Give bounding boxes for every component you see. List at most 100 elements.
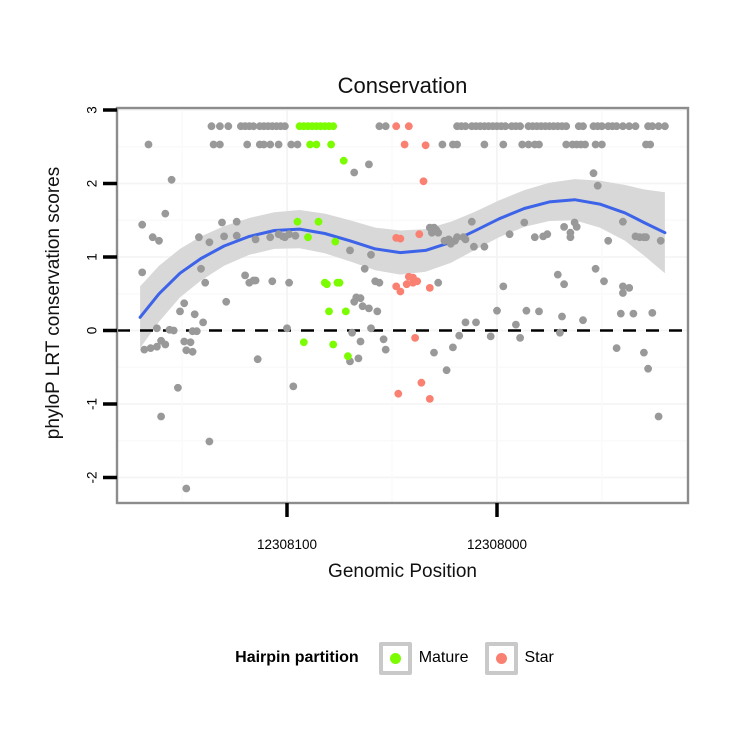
point-other	[593, 181, 602, 190]
point-star	[400, 140, 409, 149]
point-star	[425, 284, 434, 292]
y-tick-m1: -1	[85, 398, 100, 410]
point-other	[598, 122, 606, 131]
point-other	[562, 122, 571, 131]
point-other	[612, 344, 621, 352]
point-other	[367, 250, 375, 259]
point-other	[188, 347, 197, 356]
point-mature	[331, 237, 340, 246]
point-other	[558, 312, 566, 321]
point-other	[461, 122, 470, 131]
point-other	[522, 306, 531, 315]
point-other	[625, 122, 634, 131]
point-other	[232, 217, 241, 226]
smooth-confidence-ribbon	[140, 179, 665, 349]
point-other	[153, 324, 161, 333]
point-other	[289, 382, 298, 391]
point-other	[442, 366, 451, 375]
point-other	[619, 282, 627, 291]
point-other	[161, 209, 170, 218]
point-other	[516, 122, 524, 131]
point-other	[579, 316, 587, 325]
y-tick-m2: -2	[85, 471, 100, 483]
point-other	[654, 122, 663, 131]
point-other	[631, 122, 640, 131]
y-tick-2: 2	[85, 180, 100, 188]
point-other	[648, 122, 657, 131]
point-other	[241, 271, 250, 280]
point-other	[140, 345, 149, 354]
point-other	[446, 239, 455, 248]
point-star	[394, 389, 403, 398]
point-mature	[306, 140, 314, 149]
point-other	[434, 228, 443, 237]
legend-key-mature	[378, 641, 412, 675]
point-other	[560, 223, 568, 231]
point-other	[356, 337, 365, 346]
point-mature	[314, 217, 323, 226]
point-other	[146, 344, 155, 352]
point-other	[604, 236, 613, 245]
point-other	[169, 326, 178, 335]
point-other	[266, 140, 275, 149]
legend-label-star: Star	[524, 649, 554, 666]
point-other	[180, 337, 189, 346]
point-other	[180, 299, 189, 308]
point-mature	[341, 307, 350, 316]
point-other	[365, 160, 373, 169]
point-star	[421, 141, 430, 150]
point-other	[625, 284, 634, 292]
point-other	[646, 140, 655, 149]
point-star	[425, 395, 434, 403]
point-other	[566, 233, 575, 242]
point-other	[245, 278, 254, 287]
point-other	[266, 233, 275, 242]
point-other	[520, 218, 529, 227]
point-other	[629, 309, 638, 318]
point-other	[356, 294, 365, 303]
point-other	[205, 238, 214, 247]
point-other	[379, 335, 388, 344]
point-other	[157, 412, 166, 421]
point-other	[619, 122, 627, 131]
point-other	[293, 140, 302, 149]
point-other	[434, 278, 443, 287]
point-other	[654, 412, 663, 421]
point-other	[285, 230, 293, 239]
point-other	[591, 264, 600, 273]
point-other	[346, 246, 354, 255]
point-star	[392, 122, 401, 131]
point-star	[402, 280, 411, 289]
y-tick-1: 1	[85, 253, 100, 261]
point-mature	[327, 140, 335, 149]
point-other	[251, 276, 260, 285]
point-other	[232, 231, 241, 240]
point-other	[535, 307, 543, 316]
point-other	[598, 140, 606, 149]
point-other	[461, 318, 470, 327]
point-other	[192, 327, 201, 336]
point-mature	[344, 352, 352, 361]
point-other	[470, 242, 478, 251]
point-other	[201, 278, 210, 287]
point-other	[350, 297, 359, 306]
point-other	[505, 230, 514, 239]
point-other	[176, 307, 184, 316]
point-star	[396, 287, 405, 296]
point-other	[287, 140, 296, 149]
point-other	[449, 343, 457, 352]
point-other	[138, 268, 147, 277]
y-tick-0: 0	[85, 327, 100, 335]
point-other	[480, 242, 489, 251]
chart-title: Conservation	[337, 73, 468, 98]
gridlines	[117, 108, 688, 503]
point-star	[409, 278, 417, 287]
point-other	[375, 122, 384, 131]
confidence-band	[140, 179, 665, 349]
loess-line	[138, 198, 667, 319]
point-other	[243, 140, 252, 149]
point-mature	[329, 122, 338, 131]
point-mature	[304, 233, 312, 242]
